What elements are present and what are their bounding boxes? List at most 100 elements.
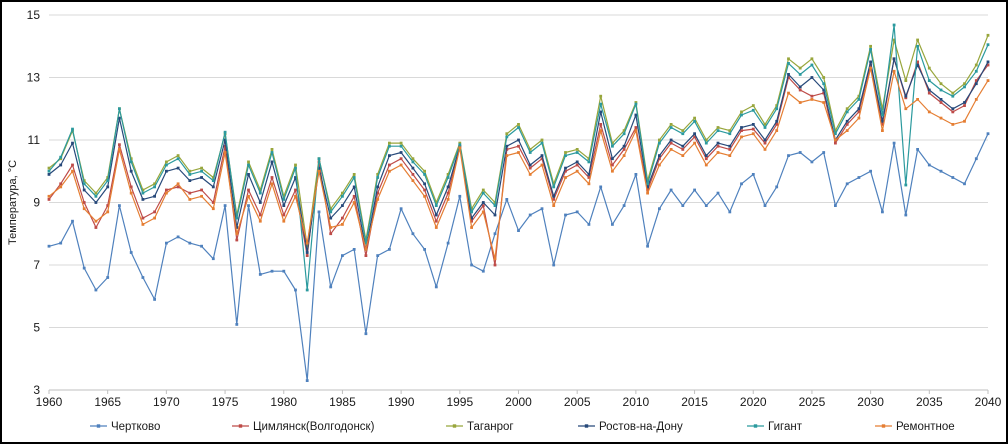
data-point-marker [658, 138, 661, 142]
data-point-marker [681, 129, 685, 132]
data-point-marker [951, 94, 955, 98]
data-point-marker [82, 188, 86, 192]
x-tick-label: 2005 [564, 395, 591, 409]
data-point-marker [176, 166, 180, 170]
data-point-marker [986, 63, 990, 67]
data-point-marker [599, 102, 603, 106]
data-point-marker [951, 176, 955, 179]
data-point-marker [235, 323, 239, 326]
data-point-marker [575, 151, 579, 154]
data-point-marker [71, 219, 74, 223]
data-point-marker [305, 288, 309, 292]
data-point-marker [59, 157, 63, 161]
data-point-marker [611, 157, 614, 161]
data-point-marker [834, 132, 837, 136]
series-Ремонтное [47, 66, 990, 261]
data-point-marker [270, 182, 274, 186]
data-point-marker [94, 194, 98, 198]
data-point-marker [658, 154, 661, 157]
data-point-marker [446, 185, 450, 189]
y-tick-label: 15 [27, 8, 41, 22]
data-point-marker [986, 43, 990, 47]
data-point-marker [141, 216, 145, 220]
data-point-marker [176, 182, 180, 186]
data-point-marker [974, 157, 978, 161]
x-tick-label: 1995 [446, 395, 473, 409]
data-point-marker [540, 163, 544, 167]
data-point-marker [434, 285, 438, 289]
data-point-marker [634, 129, 638, 132]
x-tick-label: 2000 [505, 395, 532, 409]
data-point-marker [822, 151, 826, 154]
data-point-marker [634, 113, 638, 117]
data-point-marker [681, 144, 685, 148]
data-point-marker [857, 116, 861, 120]
data-point-marker [622, 204, 626, 207]
x-tick-label: 2015 [681, 395, 708, 409]
data-point-marker [857, 94, 861, 98]
data-point-marker [669, 138, 673, 142]
data-point-marker [446, 241, 450, 245]
data-point-marker [411, 157, 415, 161]
data-point-marker [352, 248, 356, 251]
data-point-marker [493, 213, 497, 217]
data-point-marker [775, 107, 779, 111]
data-point-marker [388, 154, 391, 157]
data-point-marker [587, 157, 591, 161]
data-point-marker [775, 119, 779, 123]
data-point-marker [493, 232, 497, 236]
data-point-marker [552, 263, 556, 267]
data-point-marker [963, 119, 966, 123]
data-point-marker [258, 219, 262, 223]
data-point-marker [388, 163, 391, 167]
x-tick-label: 2010 [623, 395, 650, 409]
y-tick-label: 13 [27, 71, 41, 85]
data-point-marker [798, 73, 802, 76]
data-point-marker [704, 204, 708, 207]
data-point-marker [352, 173, 356, 176]
data-point-marker [141, 276, 145, 279]
data-point-marker [341, 254, 344, 257]
data-point-marker [669, 188, 673, 192]
data-point-marker [235, 232, 239, 236]
data-point-marker [611, 141, 614, 145]
data-point-marker [376, 173, 380, 176]
data-point-marker [176, 157, 180, 161]
data-point-marker [658, 157, 661, 161]
x-axis-labels: 1960 1965 1970 1975 1980 1985 1990 1995 2000 2005… [36, 395, 1002, 409]
data-point-marker [575, 169, 579, 173]
data-point-marker [669, 126, 673, 129]
legend-item-Таганрог: Таганрог [446, 421, 514, 433]
data-point-marker [188, 198, 192, 201]
data-point-marker [881, 107, 884, 111]
data-point-marker [728, 148, 732, 151]
data-point-marker [458, 143, 462, 147]
data-point-marker [963, 104, 966, 107]
data-point-marker [646, 182, 649, 186]
series-line [48, 58, 989, 254]
series-Цимлянск(Волгодонск) [47, 57, 990, 267]
data-point-marker [693, 188, 696, 192]
gridlines [49, 14, 988, 328]
data-point-marker [974, 63, 978, 67]
data-point-marker [458, 194, 462, 198]
y-tick-label: 3 [33, 383, 40, 397]
data-point-marker [787, 57, 790, 61]
data-point-marker [540, 154, 544, 157]
data-point-marker [223, 130, 227, 134]
data-point-marker [317, 166, 321, 170]
legend: Чертково Цимлянск(Волгодонск) Таганрог Рост… [90, 421, 955, 433]
data-point-marker [517, 151, 520, 154]
data-point-marker [129, 157, 133, 161]
y-axis-title: Температура, °C [7, 160, 19, 245]
data-point-marker [47, 169, 51, 173]
data-point-marker [763, 126, 767, 129]
data-point-marker [71, 127, 74, 131]
data-point-marker [751, 127, 755, 131]
data-point-marker [388, 169, 391, 173]
data-point-marker [399, 151, 403, 154]
data-point-marker [740, 113, 743, 117]
data-point-marker [106, 210, 110, 214]
data-point-marker [763, 123, 767, 126]
data-point-marker [939, 169, 943, 173]
